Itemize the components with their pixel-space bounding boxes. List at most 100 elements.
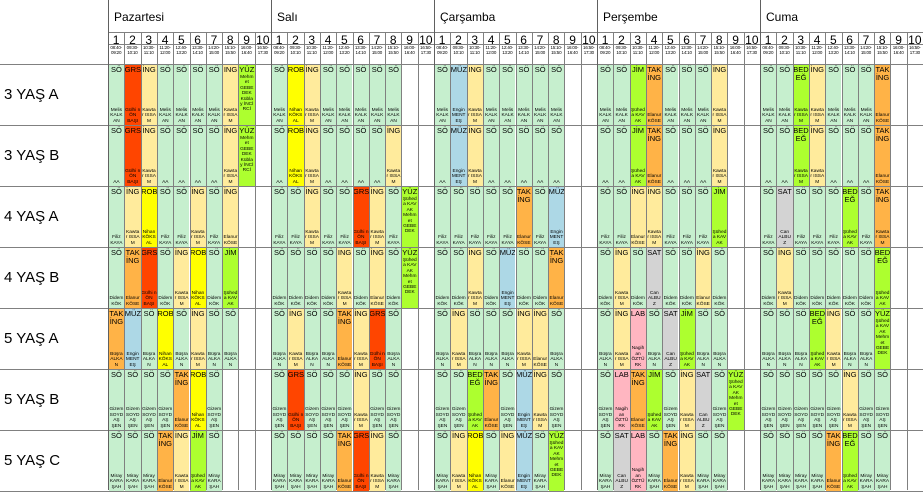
lesson-cell[interactable]: YÜZ Mehm et GEBE DEK Kübla y İNCİ RCİ <box>238 126 255 186</box>
lesson-cell[interactable]: SÖ AA <box>353 126 369 186</box>
lesson-cell[interactable]: JİM Şühed a KAV AK <box>222 248 239 308</box>
lesson-cell[interactable]: SÖ Filiz KAYA <box>858 187 875 247</box>
lesson-cell[interactable]: SÖ Büşra ALKA N <box>385 309 402 369</box>
lesson-cell[interactable]: MÜZ Engin MENT EŞ <box>516 431 532 491</box>
lesson-cell[interactable]: SÖ Büşra ALKA N <box>467 309 483 369</box>
lesson-cell[interactable]: SÖ Filiz KAYA <box>532 187 549 247</box>
lesson-cell[interactable]: SÖ AA <box>434 126 451 186</box>
lesson-cell[interactable]: SÖ Didem KÖK <box>304 248 320 308</box>
lesson-cell[interactable]: SÖ Gizem SOYD AŞ ŞEN <box>336 370 353 430</box>
lesson-cell[interactable]: SÖ Melis KALK AN <box>532 65 549 125</box>
lesson-cell[interactable]: BED EĞ Kawta r ISSA M <box>793 126 809 186</box>
lesson-cell[interactable]: SÖ Miray KARA ŞAH <box>809 431 826 491</box>
lesson-cell[interactable]: SÖ Miray KARA ŞAH <box>304 431 320 491</box>
lesson-cell[interactable]: ROB Nihan KÖKS AL <box>190 370 206 430</box>
lesson-cell[interactable]: SÖ Miray KARA ŞAH <box>776 431 793 491</box>
lesson-cell[interactable]: SÖ Didem KÖK <box>483 248 500 308</box>
lesson-cell[interactable]: SÖ Filiz KAYA <box>450 187 467 247</box>
lesson-cell[interactable]: SÖ Gizem SOYD AŞ ŞEN <box>450 370 467 430</box>
lesson-cell[interactable]: SÖ AA <box>858 126 875 186</box>
lesson-cell[interactable]: GRS Gülhi n ÖN BAŞI <box>287 370 304 430</box>
lesson-cell[interactable]: İNG Kawta r ISSA M <box>353 309 369 369</box>
lesson-cell[interactable]: SÖ Büşra ALKA N <box>548 309 565 369</box>
lesson-cell[interactable]: İNG Kawta r ISSA M <box>467 248 483 308</box>
lesson-cell[interactable]: MÜZ Engin MENT EŞ <box>516 370 532 430</box>
lesson-cell[interactable]: SÖ Filiz KAYA <box>467 187 483 247</box>
lesson-cell[interactable]: TAK İNG Elanur KÖSE <box>646 126 663 186</box>
lesson-cell[interactable]: SÖ Melis KALK AN <box>679 65 695 125</box>
lesson-cell[interactable]: İNG Kawta r ISSA M <box>304 65 320 125</box>
lesson-cell[interactable]: SÖ Didem KÖK <box>597 248 614 308</box>
lesson-cell[interactable]: SÖ Didem KÖK <box>630 248 646 308</box>
lesson-cell[interactable]: TAK İNG Elanur KÖSE <box>173 370 190 430</box>
lesson-cell[interactable]: İNG Kawta r ISSA M <box>679 370 695 430</box>
lesson-cell[interactable]: SÖ Didem KÖK <box>662 248 679 308</box>
lesson-cell[interactable]: MÜZ Engin MENT EŞ <box>450 65 467 125</box>
lesson-cell[interactable]: SÖ Melis KALK AN <box>206 65 223 125</box>
lesson-cell[interactable]: LAB Nagih an ÖZTÜ RK <box>630 431 646 491</box>
lesson-cell[interactable]: SÖ Filiz KAYA <box>271 187 288 247</box>
lesson-cell[interactable]: SÖ Büşra ALKA N <box>320 309 337 369</box>
lesson-cell[interactable]: SÖ Gizem SOYD AŞ ŞEN <box>108 370 125 430</box>
lesson-cell[interactable]: SAT Can ALBU Z <box>613 431 630 491</box>
lesson-cell[interactable]: SÖ AA <box>369 126 386 186</box>
lesson-cell[interactable]: İNG Elanur KÖSE <box>499 431 516 491</box>
lesson-cell[interactable]: SÖ Melis KALK AN <box>760 65 777 125</box>
lesson-cell[interactable]: SÖ Büşra ALKA N <box>222 309 239 369</box>
lesson-cell[interactable]: İNG Elanur KÖSE <box>369 248 386 308</box>
lesson-cell[interactable]: SÖ Filiz KAYA <box>206 187 223 247</box>
lesson-cell[interactable]: SÖ Büşra ALKA N <box>206 309 223 369</box>
lesson-cell[interactable]: SÖ AA <box>548 126 565 186</box>
lesson-cell[interactable]: BED EĞ Şühed a KAV AK <box>874 248 891 308</box>
lesson-cell[interactable]: SÖ Miray KARA ŞAH <box>434 431 451 491</box>
lesson-cell[interactable]: SÖ Melis KALK AN <box>483 65 500 125</box>
lesson-cell[interactable]: SÖ Gizem SOYD AŞ ŞEN <box>271 370 288 430</box>
lesson-cell[interactable]: SÖ Melis KALK AN <box>842 65 858 125</box>
lesson-cell[interactable]: SÖ Gizem SOYD AŞ ŞEN <box>434 370 451 430</box>
lesson-cell[interactable]: BED EĞ Şühed a KAV AK <box>467 370 483 430</box>
lesson-cell[interactable]: SÖ Didem KÖK <box>434 248 451 308</box>
lesson-cell[interactable]: BED EĞ Kawta r ISSA M <box>793 65 809 125</box>
lesson-cell[interactable]: SÖ Gizem SOYD AŞ ŞEN <box>776 370 793 430</box>
lesson-cell[interactable]: SÖ AA <box>597 126 614 186</box>
lesson-cell[interactable]: SÖ Gizem SOYD AŞ ŞEN <box>385 370 402 430</box>
lesson-cell[interactable]: SÖ AA <box>206 126 223 186</box>
lesson-cell[interactable]: SÖ Filiz KAYA <box>809 187 826 247</box>
lesson-cell[interactable]: İNG Kawta r ISSA M <box>141 126 157 186</box>
lesson-cell[interactable]: SÖ AA <box>157 126 174 186</box>
lesson-cell[interactable]: SÖ Didem KÖK <box>206 248 223 308</box>
lesson-cell[interactable]: ROB Nihan KÖKS AL <box>287 65 304 125</box>
lesson-cell[interactable]: SÖ Miray KARA ŞAH <box>483 431 500 491</box>
lesson-cell[interactable]: SÖ Gizem SOYD AŞ ŞEN <box>499 370 516 430</box>
lesson-cell[interactable]: SÖ Büşra ALKA N <box>695 309 712 369</box>
lesson-cell[interactable]: İNG Kawta r ISSA M <box>711 65 728 125</box>
lesson-cell[interactable]: SÖ Gizem SOYD AŞ ŞEN <box>548 370 565 430</box>
lesson-cell[interactable]: SÖ Filiz KAYA <box>825 187 842 247</box>
lesson-cell[interactable]: SÖ Miray KARA ŞAH <box>385 431 402 491</box>
lesson-cell[interactable]: SÖ Melis KALK AN <box>695 65 712 125</box>
lesson-cell[interactable]: SÖ AA <box>695 126 712 186</box>
lesson-cell[interactable]: SÖ Büşra ALKA N <box>597 309 614 369</box>
lesson-cell[interactable]: SÖ AA <box>613 126 630 186</box>
lesson-cell[interactable]: SÖ Miray KARA ŞAH <box>206 431 223 491</box>
lesson-cell[interactable]: TAK İNG Elanur KÖSE <box>516 187 532 247</box>
lesson-cell[interactable]: SÖ Didem KÖK <box>450 248 467 308</box>
lesson-cell[interactable]: SÖ Melis KALK AN <box>858 65 875 125</box>
lesson-cell[interactable]: SÖ Gizem SOYD AŞ ŞEN <box>157 370 174 430</box>
lesson-cell[interactable]: SÖ Didem KÖK <box>516 248 532 308</box>
lesson-cell[interactable]: İNG Kawta r ISSA M <box>450 309 467 369</box>
lesson-cell[interactable]: İNG Kawta r ISSA M <box>173 248 190 308</box>
lesson-cell[interactable]: İNG Kawta r ISSA M <box>190 187 206 247</box>
lesson-cell[interactable]: İNG Kawta r ISSA M <box>190 309 206 369</box>
lesson-cell[interactable]: İNG Kawta r ISSA M <box>141 65 157 125</box>
lesson-cell[interactable]: SÖ Melis KALK AN <box>271 65 288 125</box>
lesson-cell[interactable]: SÖ AA <box>776 126 793 186</box>
lesson-cell[interactable]: SÖ Gizem SOYD AŞ ŞEN <box>793 370 809 430</box>
lesson-cell[interactable]: SÖ Filiz KAYA <box>434 187 451 247</box>
lesson-cell[interactable]: ROB Nihan KÖKS AL <box>157 309 174 369</box>
lesson-cell[interactable]: SÖ Filiz KAYA <box>320 187 337 247</box>
lesson-cell[interactable]: İNG Kawta r ISSA M <box>385 126 402 186</box>
lesson-cell[interactable]: YÜZ Şühed a KAV AK Mehm et GEBE DEK <box>401 248 418 308</box>
lesson-cell[interactable]: SÖ Miray KARA ŞAH <box>858 431 875 491</box>
lesson-cell[interactable]: SÖ Gizem SOYD AŞ ŞEN <box>141 370 157 430</box>
